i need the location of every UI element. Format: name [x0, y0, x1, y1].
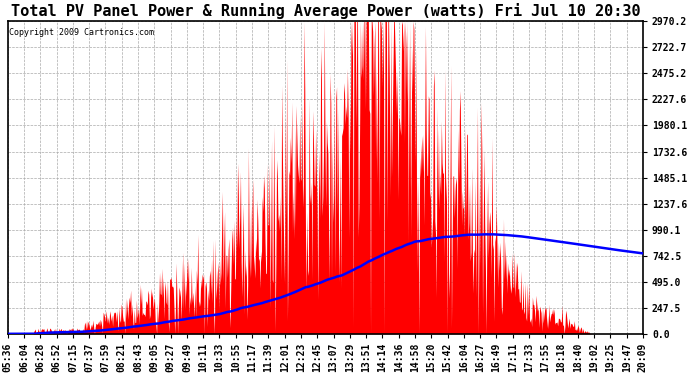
Text: Copyright 2009 Cartronics.com: Copyright 2009 Cartronics.com: [9, 28, 154, 37]
Title: Total PV Panel Power & Running Average Power (watts) Fri Jul 10 20:30: Total PV Panel Power & Running Average P…: [10, 3, 640, 19]
